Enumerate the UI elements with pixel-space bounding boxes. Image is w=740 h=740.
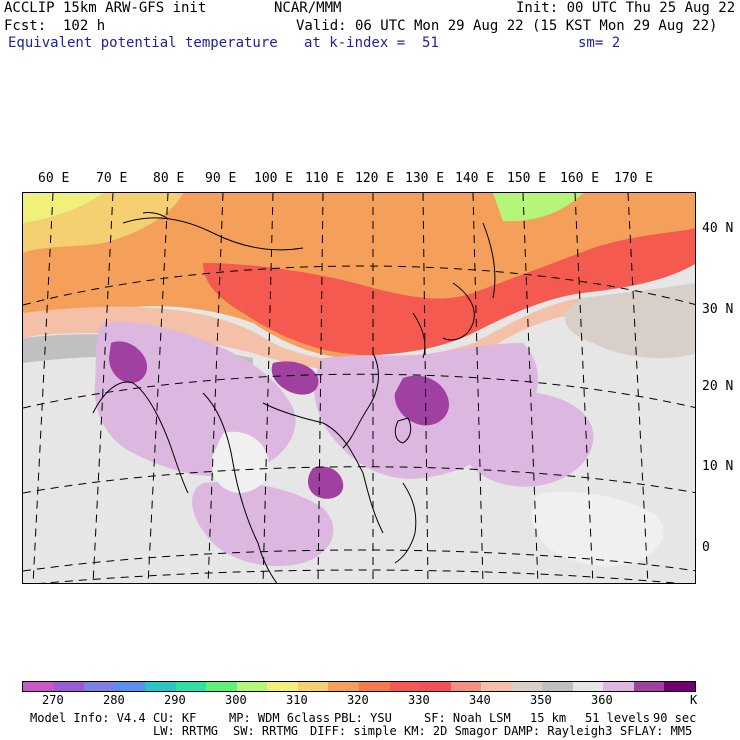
model-info: SW: RRTMG xyxy=(233,724,299,738)
colorbar-swatch xyxy=(603,682,634,691)
dark-purple-region xyxy=(109,341,148,383)
colorbar-label: 300 xyxy=(225,693,247,707)
lon-label: 80 E xyxy=(153,171,185,186)
colorbar-swatch xyxy=(511,682,543,691)
lon-label: 100 E xyxy=(254,171,294,186)
colorbar-swatch xyxy=(297,682,329,691)
lat-label: 20 N xyxy=(702,379,734,394)
model-info: KM: 2D Smagor xyxy=(404,724,498,738)
lon-label: 130 E xyxy=(405,171,445,186)
model-info: 51 levels xyxy=(585,711,651,725)
colorbar-swatch xyxy=(53,682,85,691)
model-info: SF: Noah LSM xyxy=(424,711,511,725)
colorbar-swatch xyxy=(84,682,115,691)
smoothing-label: sm= 2 xyxy=(578,35,621,51)
dark-purple-region xyxy=(394,375,449,426)
tan-region xyxy=(564,283,695,359)
lon-label: 70 E xyxy=(96,171,128,186)
dark-purple-region xyxy=(307,466,344,499)
theta-e-field xyxy=(23,193,695,583)
colorbar-swatch xyxy=(328,682,360,691)
colorbar-label: 310 xyxy=(286,693,308,707)
colorbar-swatch xyxy=(450,682,482,691)
colorbar-swatch xyxy=(236,682,268,691)
colorbar-label: 270 xyxy=(42,693,64,707)
light-grey-patch xyxy=(211,431,269,493)
init-time: Init: 00 UTC Thu 25 Aug 22 xyxy=(516,0,736,16)
forecast-hour: Fcst: 102 h xyxy=(4,18,106,34)
lon-label: 150 E xyxy=(507,171,547,186)
colorbar-swatch xyxy=(23,682,54,691)
coastlines xyxy=(92,212,496,583)
colorbar-unit: K xyxy=(690,693,698,707)
lon-label: 170 E xyxy=(614,171,654,186)
lat-label: 0 xyxy=(702,540,710,555)
lavender-region xyxy=(459,391,594,487)
red-region xyxy=(203,228,695,355)
model-info: 15 km xyxy=(530,711,567,725)
colorbar-swatch xyxy=(206,682,237,691)
lat-label: 10 N xyxy=(702,459,734,474)
colorbar-label: 350 xyxy=(530,693,552,707)
colorbar-swatch xyxy=(175,682,207,691)
colorbar-label: 280 xyxy=(103,693,125,707)
colorbar xyxy=(22,681,696,692)
lat-label: 40 N xyxy=(702,221,734,236)
lon-label: 120 E xyxy=(355,171,395,186)
model-info: DAMP: Rayleigh3 xyxy=(504,724,613,738)
colorbar-swatch xyxy=(114,682,146,691)
dark-purple-region xyxy=(271,361,319,395)
lon-label: 90 E xyxy=(205,171,237,186)
map-panel xyxy=(22,192,696,584)
colorbar-label: 360 xyxy=(591,693,613,707)
colorbar-label: 290 xyxy=(164,693,186,707)
yellow-region xyxy=(23,193,103,223)
yellow-green-region xyxy=(493,193,583,222)
model-info: 90 sec xyxy=(653,711,697,725)
model-info: SFLAY: MM5 xyxy=(620,724,693,738)
level-label: at k-index = 51 xyxy=(304,35,439,51)
light-grey-patch xyxy=(531,491,664,567)
lon-label: 140 E xyxy=(455,171,495,186)
colorbar-swatch xyxy=(664,682,696,691)
colorbar-swatch xyxy=(572,682,604,691)
colorbar-swatch xyxy=(267,682,298,691)
colorbar-swatch xyxy=(145,682,176,691)
graticule xyxy=(23,193,695,583)
model-info: PBL: YSU xyxy=(334,711,392,725)
colorbar-swatch xyxy=(420,682,451,691)
lon-label: 110 E xyxy=(305,171,345,186)
lavender-region xyxy=(192,481,334,567)
colorbar-swatch xyxy=(389,682,421,691)
colorbar-label: 320 xyxy=(347,693,369,707)
model-info: DIFF: simple xyxy=(310,724,397,738)
field-name: Equivalent potential temperature xyxy=(8,35,278,51)
model-info: CU: KF xyxy=(153,711,197,725)
model-info: Model Info: V4.4 xyxy=(30,711,146,725)
orange-region xyxy=(23,193,695,359)
colorbar-swatch xyxy=(481,682,512,691)
model-info: MP: WDM 6class xyxy=(229,711,331,725)
valid-time: Valid: 06 UTC Mon 29 Aug 22 (15 KST Mon … xyxy=(296,18,718,34)
lat-label: 30 N xyxy=(702,302,734,317)
org-label: NCAR/MMM xyxy=(274,0,342,16)
lon-label: 160 E xyxy=(560,171,600,186)
model-title: ACCLIP 15km ARW-GFS init xyxy=(4,0,207,16)
colorbar-swatch xyxy=(542,682,573,691)
model-info: LW: RRTMG xyxy=(153,724,219,738)
colorbar-swatch xyxy=(359,682,390,691)
colorbar-label: 330 xyxy=(408,693,430,707)
colorbar-label: 340 xyxy=(469,693,491,707)
colorbar-swatch xyxy=(633,682,665,691)
lon-label: 60 E xyxy=(38,171,70,186)
